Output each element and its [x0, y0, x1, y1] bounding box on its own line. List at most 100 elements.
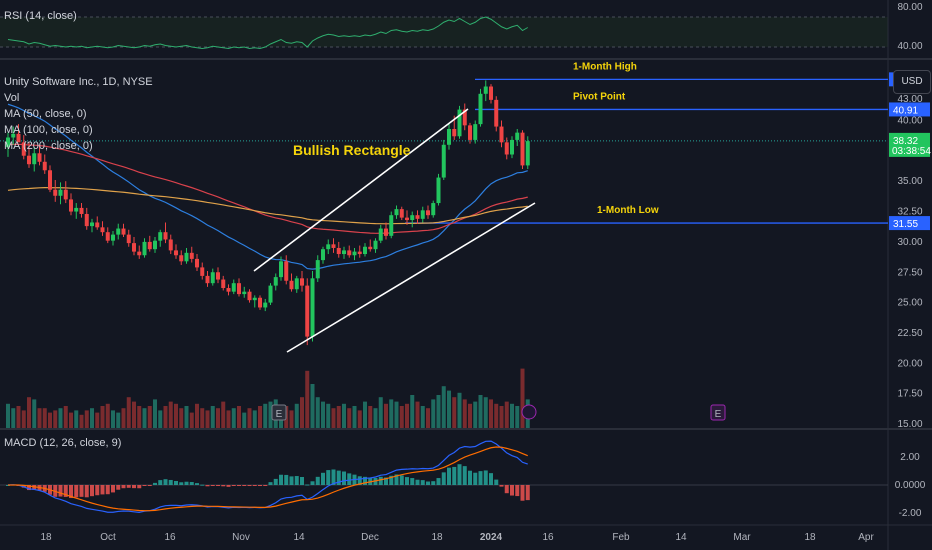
- macd-histogram-bar: [6, 485, 10, 486]
- ma200-legend[interactable]: MA (200, close, 0): [4, 140, 93, 152]
- volume-bar: [179, 408, 184, 428]
- candle-body: [48, 170, 52, 190]
- volume-bar: [300, 397, 304, 428]
- date-tick-label: Mar: [733, 532, 751, 543]
- candle-body: [436, 177, 441, 204]
- macd-histogram-bar: [184, 481, 189, 485]
- candle-body: [405, 217, 409, 221]
- macd-legend[interactable]: MACD (12, 26, close, 9): [4, 437, 122, 449]
- price-tick-label: 40.00: [897, 116, 922, 127]
- macd-histogram-bar: [74, 485, 79, 498]
- volume-bar: [216, 408, 220, 428]
- volume-bar: [184, 406, 189, 428]
- macd-histogram-bar: [347, 473, 352, 485]
- macd-histogram-bar: [273, 478, 278, 485]
- level-tag-text-2: 31.55: [893, 219, 918, 230]
- candle-body: [504, 142, 509, 155]
- date-tick-label: Apr: [858, 532, 874, 543]
- dividend-marker: [521, 404, 537, 420]
- volume-bar: [462, 399, 467, 428]
- macd-histogram-bar: [221, 485, 226, 487]
- rsi-panel: [0, 16, 888, 50]
- macd-histogram-bar: [478, 471, 483, 485]
- volume-bar: [268, 401, 273, 428]
- volume-legend[interactable]: Vol: [4, 92, 20, 104]
- volume-bar: [105, 403, 110, 428]
- volume-bar: [510, 403, 514, 428]
- candle-body: [153, 240, 157, 250]
- macd-histogram-bar: [462, 466, 467, 485]
- candle-body: [473, 124, 478, 140]
- candle-body: [263, 302, 268, 308]
- candle-body: [510, 139, 514, 155]
- volume-bar: [420, 406, 425, 428]
- currency-button[interactable]: USD: [893, 70, 931, 94]
- volume-bar: [226, 410, 231, 428]
- volume-bar: [363, 401, 367, 428]
- candle-body: [279, 261, 283, 278]
- price-tick-label: 15.00: [897, 419, 922, 430]
- macd-histogram-bar: [405, 477, 409, 485]
- symbol-title[interactable]: Unity Software Inc., 1D, NYSE: [4, 76, 153, 88]
- rsi-legend[interactable]: RSI (14, close): [4, 10, 77, 22]
- candle-body: [431, 203, 436, 216]
- level-tag-2: [889, 216, 930, 231]
- macd-histogram-bar: [153, 482, 157, 485]
- volume-bar: [410, 395, 415, 428]
- volume-bar: [27, 397, 31, 428]
- volume-bar: [174, 403, 178, 428]
- ma100-legend[interactable]: MA (100, close, 0): [4, 124, 93, 136]
- date-tick-label: 16: [542, 532, 554, 543]
- candle-body: [247, 291, 252, 301]
- ma50-legend[interactable]: MA (50, close, 0): [4, 108, 87, 120]
- price-axis: 43.0042.5040.0037.5035.0032.5030.0027.50…: [889, 2, 931, 519]
- price-tick-label: 27.50: [897, 267, 922, 278]
- date-tick-label: 18: [804, 532, 816, 543]
- candle-body: [42, 161, 47, 171]
- channel-lower-line: [286, 202, 536, 353]
- candle-body: [389, 215, 394, 236]
- volume-bar: [32, 399, 37, 428]
- macd-histogram-bar: [79, 485, 84, 497]
- macd-histogram-bar: [331, 469, 336, 485]
- macd-histogram-bar: [147, 485, 152, 486]
- volume-bar: [368, 406, 373, 428]
- macd-histogram-bar: [32, 485, 37, 490]
- volume-bar: [74, 410, 79, 428]
- macd-histogram-bar: [63, 485, 68, 497]
- volume-bar: [504, 401, 509, 428]
- volume-bar: [515, 406, 520, 428]
- macd-histogram-bar: [420, 480, 425, 485]
- volume-bar: [331, 408, 336, 428]
- candle-body: [384, 228, 388, 236]
- volume-bar: [405, 403, 409, 428]
- date-tick-label: 18: [40, 532, 52, 543]
- volume-bar: [389, 399, 394, 428]
- price-tick-label: 43.00: [897, 94, 922, 105]
- volume-bar: [48, 412, 52, 428]
- candle-body: [179, 255, 184, 262]
- volume-bar: [489, 399, 493, 428]
- candle-body: [226, 288, 231, 292]
- candle-body: [69, 199, 73, 212]
- volume-bar: [189, 412, 194, 428]
- candle-body: [53, 189, 58, 196]
- volume-bar: [294, 403, 299, 428]
- macd-histogram-bar: [210, 485, 215, 486]
- candle-body: [483, 86, 488, 94]
- rsi-tick-label: 80.00: [897, 2, 922, 13]
- candle-body: [457, 109, 462, 137]
- channel-upper-line: [253, 108, 469, 272]
- macd-histogram-bar: [473, 472, 478, 485]
- candle-body: [305, 285, 310, 337]
- macd-histogram-bar: [205, 485, 210, 487]
- volume-bar: [373, 408, 378, 428]
- volume-bar: [384, 403, 388, 428]
- volume-bar: [347, 408, 352, 428]
- candle-body: [468, 125, 472, 140]
- candle-body: [237, 283, 241, 295]
- volume-bar: [63, 406, 68, 428]
- candle-body: [37, 153, 42, 162]
- date-tick-label: 18: [431, 532, 443, 543]
- macd-histogram-bar: [200, 484, 205, 486]
